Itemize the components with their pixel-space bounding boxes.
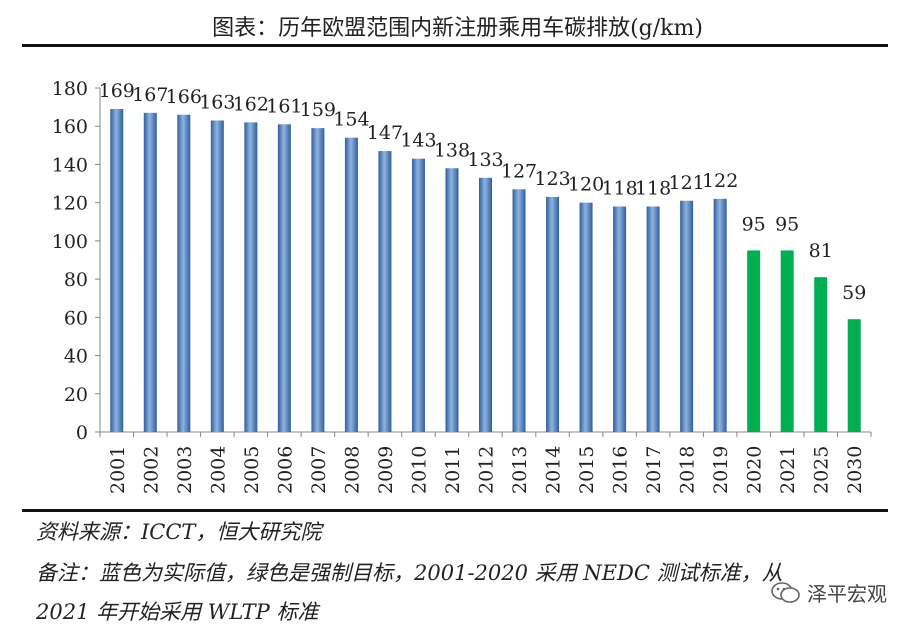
y-tick-label: 40 <box>64 346 88 368</box>
x-tick-label: 2012 <box>476 446 498 494</box>
remark-line-2: 2021 年开始采用 WLTP 标准 <box>36 596 318 626</box>
y-tick-label: 120 <box>52 193 88 215</box>
data-label: 143 <box>400 130 436 152</box>
data-label: 81 <box>809 240 833 262</box>
bar-actual <box>479 178 492 432</box>
bar-target <box>814 277 827 432</box>
data-label: 169 <box>99 80 135 102</box>
x-tick-label: 2014 <box>543 446 565 494</box>
x-tick-label: 2002 <box>140 446 162 494</box>
x-tick-label: 2007 <box>308 446 330 494</box>
bar-actual <box>613 206 626 432</box>
bar-target <box>848 319 861 432</box>
x-tick-label: 2013 <box>509 446 531 494</box>
data-label: 166 <box>166 86 202 108</box>
x-tick-label: 2021 <box>777 446 799 494</box>
bar-actual <box>647 206 660 432</box>
x-tick-label: 2004 <box>207 446 229 494</box>
data-label: 95 <box>775 213 799 235</box>
watermark-text: 泽平宏观 <box>807 578 887 607</box>
data-label: 127 <box>501 160 537 182</box>
data-label: 118 <box>635 177 671 199</box>
data-label: 122 <box>702 170 738 192</box>
data-label: 163 <box>199 91 235 113</box>
bar-actual <box>177 115 190 432</box>
data-label: 59 <box>842 282 866 304</box>
data-label: 154 <box>333 109 369 131</box>
x-tick-label: 2010 <box>408 446 430 494</box>
bar-actual <box>546 197 559 432</box>
y-tick-label: 180 <box>52 78 88 100</box>
data-label: 95 <box>742 213 766 235</box>
x-tick-label: 2016 <box>610 446 632 494</box>
bar-target <box>781 250 794 432</box>
x-tick-label: 2008 <box>341 446 363 494</box>
data-label: 123 <box>534 168 570 190</box>
bar-actual <box>580 203 593 432</box>
bar-actual <box>345 138 358 432</box>
bar-actual <box>445 168 458 432</box>
y-tick-label: 0 <box>76 422 88 444</box>
source-note: 资料来源：ICCT，恒大研究院 <box>36 516 321 546</box>
data-label: 120 <box>568 174 604 196</box>
x-tick-label: 2020 <box>744 446 766 494</box>
data-label: 159 <box>300 99 336 121</box>
bar-actual <box>244 122 257 432</box>
y-tick-label: 100 <box>52 231 88 253</box>
remark-line-1: 备注：蓝色为实际值，绿色是强制目标，2001-2020 采用 NEDC 测试标准… <box>36 557 783 587</box>
data-label: 167 <box>132 84 168 106</box>
x-tick-label: 2006 <box>274 446 296 494</box>
data-label: 133 <box>467 149 503 171</box>
bar-target <box>747 250 760 432</box>
x-tick-label: 2001 <box>107 446 129 494</box>
data-label: 121 <box>668 172 704 194</box>
x-tick-label: 2017 <box>643 446 665 494</box>
bar-actual <box>211 120 224 432</box>
watermark: 泽平宏观 <box>771 578 887 607</box>
bar-actual <box>714 199 727 432</box>
bar-actual <box>278 124 291 432</box>
bar-actual <box>311 128 324 432</box>
bar-actual <box>412 159 425 432</box>
x-tick-label: 2011 <box>442 446 464 494</box>
y-tick-label: 140 <box>52 154 88 176</box>
x-tick-label: 2030 <box>844 446 866 494</box>
x-tick-label: 2018 <box>677 446 699 494</box>
x-tick-label: 2015 <box>576 446 598 494</box>
bar-actual <box>110 109 123 432</box>
bottom-rule <box>22 509 888 512</box>
x-tick-label: 2003 <box>174 446 196 494</box>
wechat-icon <box>771 582 801 604</box>
x-tick-label: 2005 <box>241 446 263 494</box>
y-tick-label: 80 <box>64 269 88 291</box>
bar-actual <box>513 189 526 432</box>
data-label: 138 <box>434 139 470 161</box>
x-tick-label: 2019 <box>710 446 732 494</box>
x-tick-label: 2009 <box>375 446 397 494</box>
data-label: 161 <box>266 95 302 117</box>
y-tick-label: 160 <box>52 116 88 138</box>
data-label: 147 <box>367 122 403 144</box>
bar-actual <box>378 151 391 432</box>
y-tick-label: 60 <box>64 307 88 329</box>
y-tick-label: 20 <box>64 384 88 406</box>
data-label: 162 <box>233 93 269 115</box>
x-tick-label: 2025 <box>811 446 833 494</box>
bar-actual <box>680 201 693 432</box>
bar-actual <box>144 113 157 432</box>
data-label: 118 <box>601 177 637 199</box>
